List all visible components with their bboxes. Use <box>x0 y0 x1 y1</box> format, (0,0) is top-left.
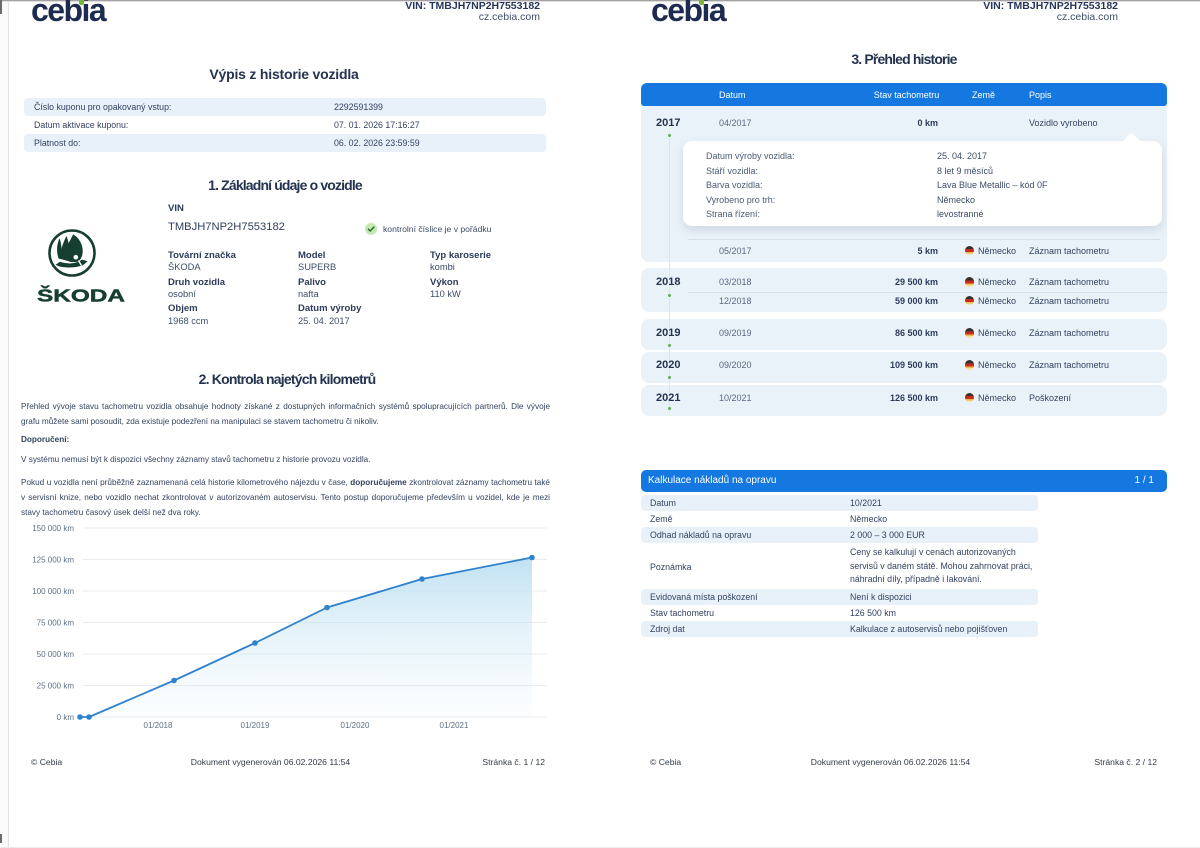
svg-text:75 000 km: 75 000 km <box>37 619 75 628</box>
svg-text:ŠKODA: ŠKODA <box>37 285 125 306</box>
svg-text:01/2019: 01/2019 <box>241 721 270 730</box>
svg-text:01/2018: 01/2018 <box>144 721 173 730</box>
svg-text:50 000 km: 50 000 km <box>37 650 75 659</box>
svg-text:100 000 km: 100 000 km <box>32 587 74 596</box>
svg-text:01/2020: 01/2020 <box>341 721 370 730</box>
svg-text:0 km: 0 km <box>57 713 75 722</box>
svg-text:150 000 km: 150 000 km <box>32 524 74 533</box>
svg-text:125 000 km: 125 000 km <box>32 556 74 565</box>
svg-text:25 000 km: 25 000 km <box>37 682 75 691</box>
svg-text:01/2021: 01/2021 <box>440 721 469 730</box>
